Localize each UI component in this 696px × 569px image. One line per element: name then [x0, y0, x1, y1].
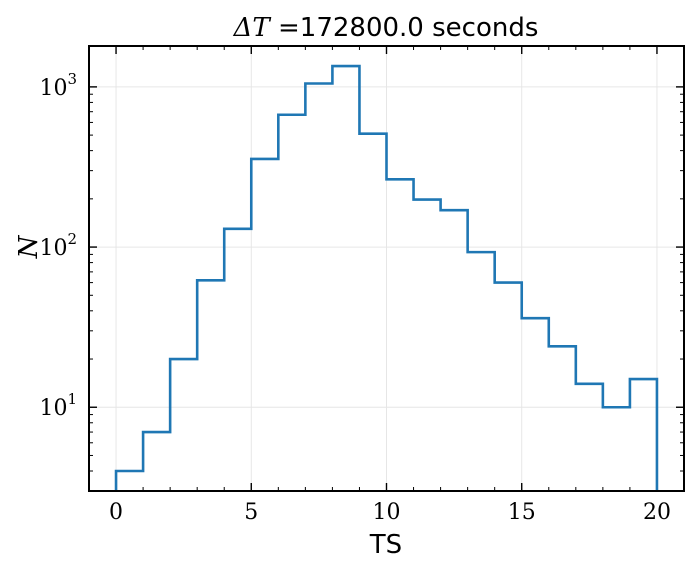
chart-title-symbol: ΔT: [233, 13, 272, 43]
y-tick-label: 101: [39, 390, 77, 421]
y-tick-label: 103: [39, 70, 77, 101]
y-axis-label: N: [14, 234, 44, 259]
chart-title: ΔT =172800.0 seconds: [233, 13, 539, 43]
grid-lines: [89, 46, 684, 491]
plot-area-frame: [88, 45, 685, 492]
x-tick-label: 15: [508, 500, 536, 525]
tick-labels: 0 5 10 15 20 101 102 103: [39, 70, 671, 525]
x-axis-label: TS: [369, 530, 402, 560]
x-tick-label: 20: [643, 500, 671, 525]
histogram-step-line: [114, 64, 659, 491]
x-tick-label: 10: [373, 500, 401, 525]
x-tick-label: 5: [244, 500, 258, 525]
y-tick-label: 102: [39, 230, 77, 261]
chart-title-text: =172800.0 seconds: [270, 13, 539, 43]
x-tick-label: 0: [109, 500, 123, 525]
